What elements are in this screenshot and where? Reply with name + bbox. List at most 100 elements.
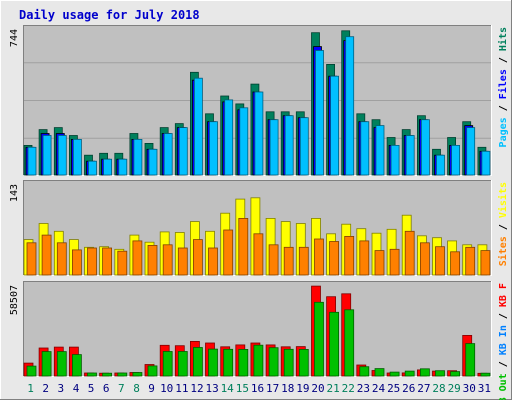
bar-kb-out: [283, 348, 294, 377]
x-tick-label: 11: [175, 382, 188, 395]
x-tick-label: 30: [463, 382, 476, 395]
bar-sites: [117, 250, 128, 276]
panel-3: 58507 KB Out / KB In / KB F: [9, 281, 509, 404]
legend: Pages / Files / Hits: [497, 27, 509, 147]
bar-pages: [73, 138, 82, 176]
bar-pages: [88, 160, 97, 176]
x-tick-label: 12: [190, 382, 203, 395]
chart-panels: 744 Pages / Files / Hits 143 Sites / Visits…: [9, 25, 509, 404]
bar-kb-out: [117, 372, 128, 377]
bar-sites: [344, 235, 355, 276]
panel-1: 744 Pages / Files / Hits: [9, 25, 509, 176]
bar-kb-out: [268, 347, 279, 377]
x-tick-label: 18: [281, 382, 294, 395]
legend-entry: Sites: [497, 236, 509, 266]
bar-kb-out: [419, 368, 430, 377]
bar-kb-out: [480, 372, 491, 377]
bar-sites: [162, 244, 173, 276]
bar-sites: [374, 250, 385, 276]
bar-pages: [420, 119, 430, 176]
x-tick-label: 24: [372, 382, 386, 395]
bar-kb-out: [208, 348, 218, 377]
legend-separator: /: [498, 307, 509, 325]
bar-kb-out: [192, 347, 203, 377]
bar-pages: [466, 127, 476, 176]
bar-kb-out: [389, 371, 400, 377]
legend-entry: Pages: [498, 117, 509, 147]
y-max-label: 744: [9, 29, 20, 47]
bar-sites: [223, 229, 234, 276]
x-tick-label: 1: [27, 382, 34, 395]
bar-kb-out: [147, 365, 158, 377]
legend-separator: /: [498, 51, 509, 69]
legend-entry: Visits: [497, 182, 509, 218]
bar-sites: [177, 247, 188, 276]
bar-sites: [389, 248, 400, 276]
bar-kb-out: [435, 370, 445, 377]
bar-sites: [419, 242, 430, 276]
chart-title: Daily usage for July 2018: [19, 8, 200, 22]
bar-pages: [269, 119, 279, 176]
bar-pages: [481, 150, 491, 176]
bar-sites: [298, 246, 309, 276]
bar-kb-out: [132, 372, 143, 377]
bar-pages: [451, 144, 461, 176]
bar-pages: [315, 50, 324, 176]
x-tick-label: 13: [205, 382, 218, 395]
bar-kb-out: [41, 351, 52, 377]
bar-pages: [360, 121, 370, 176]
bar-sites: [238, 217, 249, 276]
bar-kb-out: [374, 368, 385, 377]
bar-kb-out: [177, 351, 188, 377]
y-max-label: 143: [9, 184, 20, 202]
legend: KB Out / KB In / KB F: [498, 283, 509, 400]
bar-kb-out: [450, 371, 461, 377]
x-tick-label: 7: [118, 382, 125, 395]
bar-pages: [57, 135, 67, 176]
bar-pages: [148, 148, 158, 176]
bar-pages: [133, 138, 143, 176]
x-tick-label: 9: [148, 382, 155, 395]
bar-sites: [26, 242, 37, 276]
bar-kb-out: [56, 351, 67, 377]
legend-entry: Hits: [497, 27, 509, 51]
bar-pages: [345, 36, 355, 176]
x-tick-label: 25: [387, 382, 400, 395]
bar-pages: [375, 125, 385, 176]
x-tick-label: 4: [73, 382, 80, 395]
bar-sites: [268, 244, 279, 276]
bar-pages: [42, 135, 52, 176]
x-tick-label: 29: [448, 382, 461, 395]
legend-separator: /: [498, 99, 509, 117]
bar-sites: [465, 246, 476, 276]
x-tick-label: 17: [266, 382, 279, 395]
bar-pages: [209, 121, 218, 176]
bar-sites: [132, 240, 143, 276]
legend-entry: KB Out: [498, 373, 509, 400]
legend-entry: KB F: [498, 283, 509, 307]
bar-pages: [299, 117, 309, 176]
bar-pages: [254, 91, 264, 176]
panel-2: 143 Sites / Visits: [9, 180, 509, 276]
bar-pages: [405, 135, 415, 176]
x-tick-label: 15: [236, 382, 249, 395]
x-tick-label: 26: [402, 382, 415, 395]
legend-entry: KB In: [498, 325, 509, 355]
bar-kb-out: [359, 366, 370, 377]
bar-kb-out: [329, 311, 340, 377]
bar-pages: [284, 115, 294, 176]
bar-pages: [224, 99, 234, 176]
x-tick-label: 5: [88, 382, 95, 395]
bar-kb-out: [26, 365, 37, 377]
bar-kb-out: [344, 309, 355, 377]
bar-pages: [103, 158, 112, 176]
x-tick-label: 20: [311, 382, 324, 395]
x-tick-label: 8: [133, 382, 140, 395]
bar-sites: [72, 249, 82, 276]
bar-pages: [193, 77, 203, 176]
x-tick-label: 23: [357, 382, 370, 395]
legend-separator: /: [498, 355, 509, 373]
bar-sites: [102, 247, 112, 276]
bar-kb-out: [253, 344, 264, 377]
bar-sites: [314, 238, 324, 276]
